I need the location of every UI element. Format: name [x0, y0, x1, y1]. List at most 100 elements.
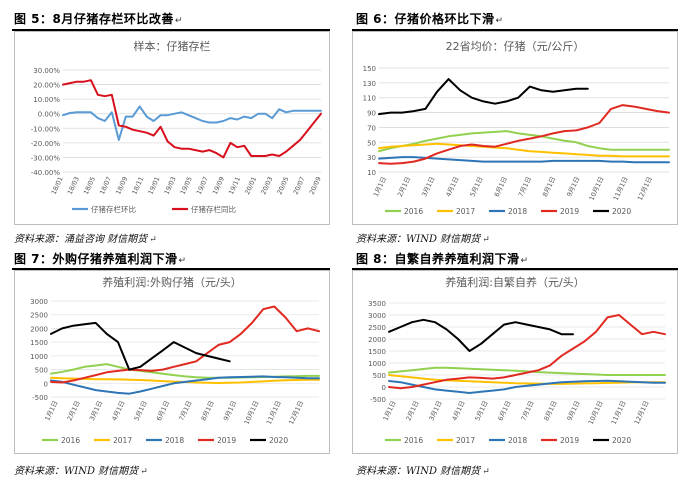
x-tick-label: 12月1日	[287, 399, 305, 425]
figure-6-heading: 图 6：仔猪价格环比下滑↵	[356, 12, 504, 26]
figure-8-heading: 图 8：自繁自养养殖利润下滑↵	[356, 252, 529, 266]
y-tick-label: 0	[382, 384, 386, 392]
series-line-2017	[388, 374, 666, 385]
x-tick-label: 4月1日	[444, 175, 460, 198]
x-tick-label: 7月1日	[519, 399, 535, 422]
y-tick-label: 3000	[30, 298, 48, 306]
legend-label-2020: 2020	[612, 207, 631, 216]
figure-6-rule	[352, 29, 678, 31]
y-tick-label: -500	[32, 394, 48, 402]
x-tick-label: 20/09	[308, 175, 323, 195]
x-tick-label: 7月1日	[177, 399, 193, 422]
x-tick-label: 18/11	[130, 175, 145, 195]
y-tick-label: -500	[370, 396, 386, 404]
x-tick-label: 18/09	[114, 175, 129, 195]
series-line-2020	[388, 318, 574, 352]
x-tick-label: 2月1日	[396, 175, 412, 198]
figure-5-rule	[12, 29, 330, 31]
x-tick-label: 20/01	[243, 175, 258, 195]
legend-label-仔猪存栏同比: 仔猪存栏同比	[191, 204, 236, 214]
legend-label-2017: 2017	[456, 436, 475, 445]
legend-label-2017: 2017	[113, 436, 132, 445]
figure-5-source: 资料来源：涌益咨询 财信期货 ↵	[14, 234, 157, 245]
y-tick-label: 1500	[30, 339, 48, 347]
y-tick-label: -20.00%	[31, 140, 61, 148]
series-line-2020	[378, 78, 589, 116]
y-tick-label: 500	[35, 367, 48, 375]
x-tick-label: 10月1日	[243, 399, 261, 425]
x-tick-label: 18/01	[50, 175, 65, 195]
x-tick-label: 4月1日	[110, 399, 126, 422]
y-tick-label: 3000	[368, 312, 386, 320]
y-tick-label: 2000	[368, 336, 386, 344]
x-tick-label: 2月1日	[66, 399, 82, 422]
x-tick-label: 20/07	[292, 175, 307, 195]
figure-7-chart-frame: 养殖利润:外购仔猪（元/头） 3000 2500 2000 1500 1000 500 0 -5…	[14, 270, 330, 454]
series-line-2019	[388, 314, 666, 390]
x-tick-label: 19/07	[195, 175, 210, 195]
legend-label-2020: 2020	[612, 436, 631, 445]
series-line-2016	[378, 130, 670, 153]
figure-8-chart: 养殖利润:自繁自养（元/头） 3500 3000 2500 2000 1500 1000 50…	[368, 275, 666, 445]
x-tick-label: 8月1日	[541, 175, 557, 198]
series-line-2018	[388, 379, 666, 394]
x-tick-label: 12月1日	[633, 399, 651, 425]
x-tick-label: 19/11	[227, 175, 242, 195]
legend-label-2018: 2018	[508, 207, 527, 216]
y-tick-label: 3500	[368, 300, 386, 308]
legend-label-2019: 2019	[217, 436, 236, 445]
y-tick-label: 70	[367, 124, 376, 132]
x-tick-label: 20/03	[259, 175, 274, 195]
y-tick-label: 10.00%	[33, 96, 60, 104]
series-line-2019	[378, 104, 670, 165]
x-tick-label: 6月1日	[155, 399, 171, 422]
series-line-2017	[378, 142, 670, 158]
x-tick-label: 4月1日	[450, 399, 466, 422]
figure-7-heading: 图 7：外购仔猪养殖利润下滑↵	[14, 252, 187, 266]
figure-6-chart-frame: 22省均价：仔猪（元/公斤） 150 130 110 90 70 50 30 10 1月1日 2月1…	[352, 31, 678, 225]
figure-8-source: 资料来源：WIND 财信期货 ↵	[356, 466, 490, 477]
x-tick-label: 8月1日	[200, 399, 216, 422]
x-tick-label: 1月1日	[43, 399, 59, 422]
figure-7-chart: 养殖利润:外购仔猪（元/头） 3000 2500 2000 1500 1000 500 0 -5…	[30, 275, 320, 445]
x-tick-label: 20/05	[275, 175, 290, 195]
figure-8-rule	[352, 268, 678, 270]
figure-7-source: 资料来源：WIND 财信期货 ↵	[14, 466, 148, 477]
x-tick-label: 12月1日	[636, 175, 654, 201]
x-tick-label: 9月1日	[565, 399, 581, 422]
figure-6-source: 资料来源：WIND 财信期货 ↵	[356, 234, 490, 245]
legend-label-2018: 2018	[508, 436, 527, 445]
x-tick-label: 3月1日	[427, 399, 443, 422]
x-tick-label: 19/09	[211, 175, 226, 195]
y-tick-label: 30	[367, 154, 376, 162]
x-tick-label: 9月1日	[565, 175, 581, 198]
y-tick-label: -40.00%	[31, 169, 61, 177]
series-line-2020	[50, 321, 231, 371]
figure-5-chart-frame: 样本：仔猪存栏 30.00% 20.00% 10.00% 0.00% -10.00% -20…	[14, 31, 330, 225]
legend-label-2019: 2019	[560, 207, 579, 216]
x-tick-label: 5月1日	[473, 399, 489, 422]
series-line-仔猪存栏同比	[62, 79, 322, 159]
y-tick-label: 1500	[368, 348, 386, 356]
y-tick-label: 1000	[368, 360, 386, 368]
figure-5-chart: 样本：仔猪存栏 30.00% 20.00% 10.00% 0.00% -10.00% -20…	[31, 39, 323, 214]
x-tick-label: 3月1日	[88, 399, 104, 422]
y-tick-label: 20.00%	[33, 82, 60, 90]
series-line-仔猪存栏环比	[62, 105, 322, 141]
x-tick-label: 19/03	[163, 175, 178, 195]
y-tick-label: 1000	[30, 353, 48, 361]
x-tick-label: 9月1日	[222, 399, 238, 422]
y-tick-label: -10.00%	[31, 125, 61, 133]
y-tick-label: 2500	[368, 324, 386, 332]
y-tick-label: 30.00%	[33, 67, 60, 75]
legend-label-仔猪存栏环比: 仔猪存栏环比	[91, 204, 136, 214]
legend-label-2020: 2020	[269, 436, 288, 445]
x-tick-label: 18/03	[66, 175, 81, 195]
x-tick-label: 19/01	[146, 175, 161, 195]
y-tick-label: 0	[44, 380, 48, 388]
y-tick-label: 90	[367, 110, 376, 118]
y-tick-label: 0.00%	[38, 111, 61, 119]
figure-7-rule	[12, 268, 330, 270]
x-tick-label: 18/05	[82, 175, 97, 195]
y-tick-label: 2000	[30, 325, 48, 333]
